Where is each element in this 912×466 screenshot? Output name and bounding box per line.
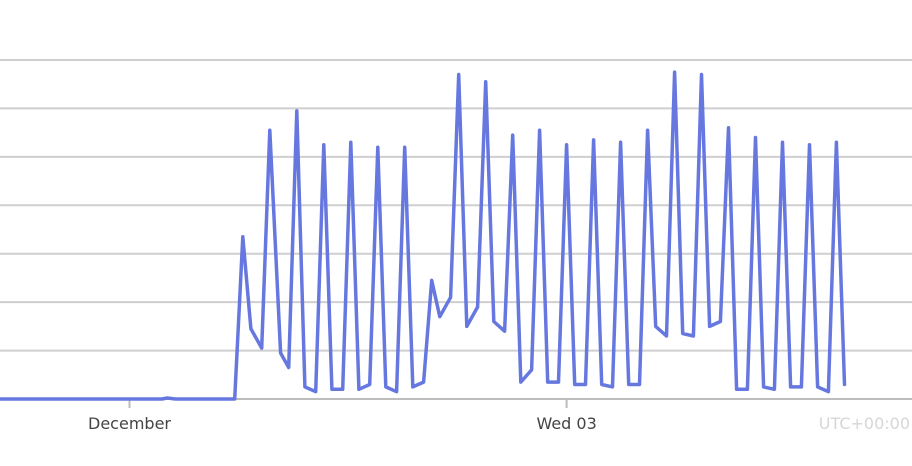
timezone-label: UTC+00:00 [819, 414, 910, 433]
series-line [0, 70, 847, 401]
x-tick-label: December [88, 414, 171, 433]
x-axis-ticks: December Wed 03 [88, 399, 597, 433]
x-tick-label: Wed 03 [536, 414, 596, 433]
